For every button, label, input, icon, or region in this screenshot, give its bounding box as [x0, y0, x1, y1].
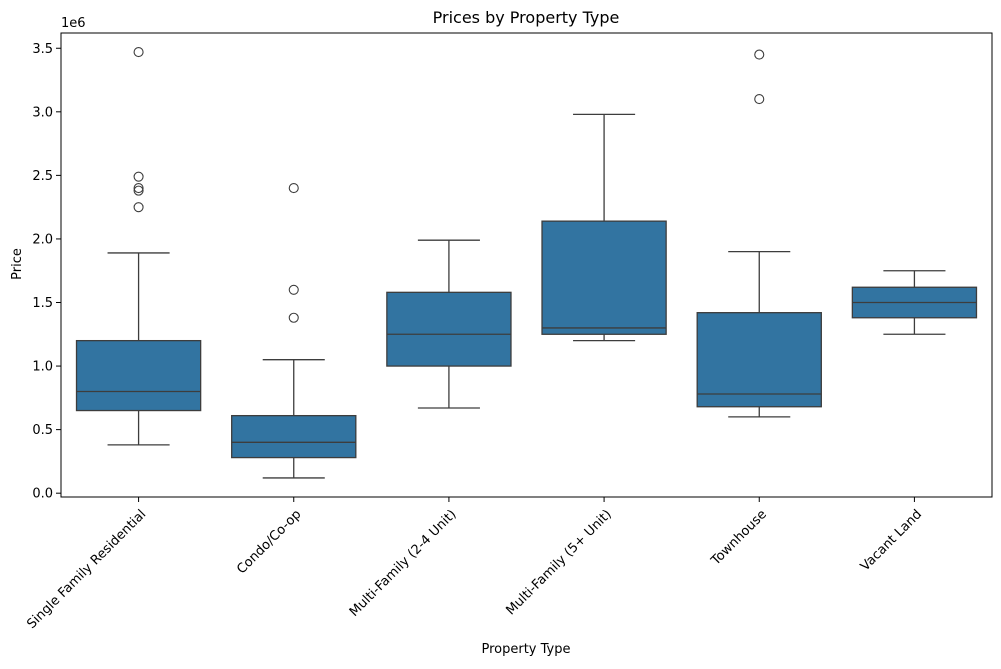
box-group [851, 270, 978, 335]
y-axis-scale-label: 1e6 [61, 16, 86, 31]
box-group [386, 239, 512, 409]
y-tick-label: 1.5 [32, 296, 53, 311]
chart-title: Prices by Property Type [433, 8, 620, 27]
box-iqr [696, 312, 822, 408]
x-tick-label: Condo/Co-op [234, 507, 304, 577]
plot-frame [60, 32, 993, 498]
y-tick-label: 3.5 [32, 42, 53, 57]
box-group [75, 47, 202, 446]
outlier-point [754, 49, 765, 60]
x-axis-label: Property Type [481, 642, 570, 657]
x-tick-label: Vacant Land [858, 507, 925, 574]
x-tick-label: Townhouse [708, 507, 770, 569]
y-axis-label: Price [10, 248, 25, 280]
outlier-point [133, 183, 144, 194]
x-tick-label: Multi-Family (5+ Unit) [503, 507, 614, 618]
box-group [231, 183, 357, 479]
box-group [696, 49, 822, 418]
outlier-point [133, 185, 144, 196]
outlier-point [288, 312, 299, 323]
y-tick-label: 2.5 [32, 169, 53, 184]
y-tick-label: 3.0 [32, 105, 53, 120]
y-tick-label: 0.5 [32, 423, 53, 438]
outlier-point [133, 47, 144, 58]
x-tick-label: Single Family Residential [24, 507, 149, 632]
box-iqr [541, 220, 667, 335]
box-iqr [231, 414, 357, 459]
y-tick-label: 0.0 [32, 487, 53, 502]
y-tick-label: 1.0 [32, 360, 53, 375]
box-iqr [386, 291, 512, 367]
outlier-point [133, 202, 144, 213]
y-tick-label: 2.0 [32, 232, 53, 247]
plot-area [61, 33, 992, 497]
box-group [541, 113, 667, 342]
outlier-point [288, 183, 299, 194]
box-iqr [75, 339, 202, 412]
outlier-point [288, 284, 299, 295]
x-tick-label: Multi-Family (2-4 Unit) [347, 507, 460, 620]
outlier-point [754, 94, 765, 105]
outlier-point [133, 171, 144, 182]
